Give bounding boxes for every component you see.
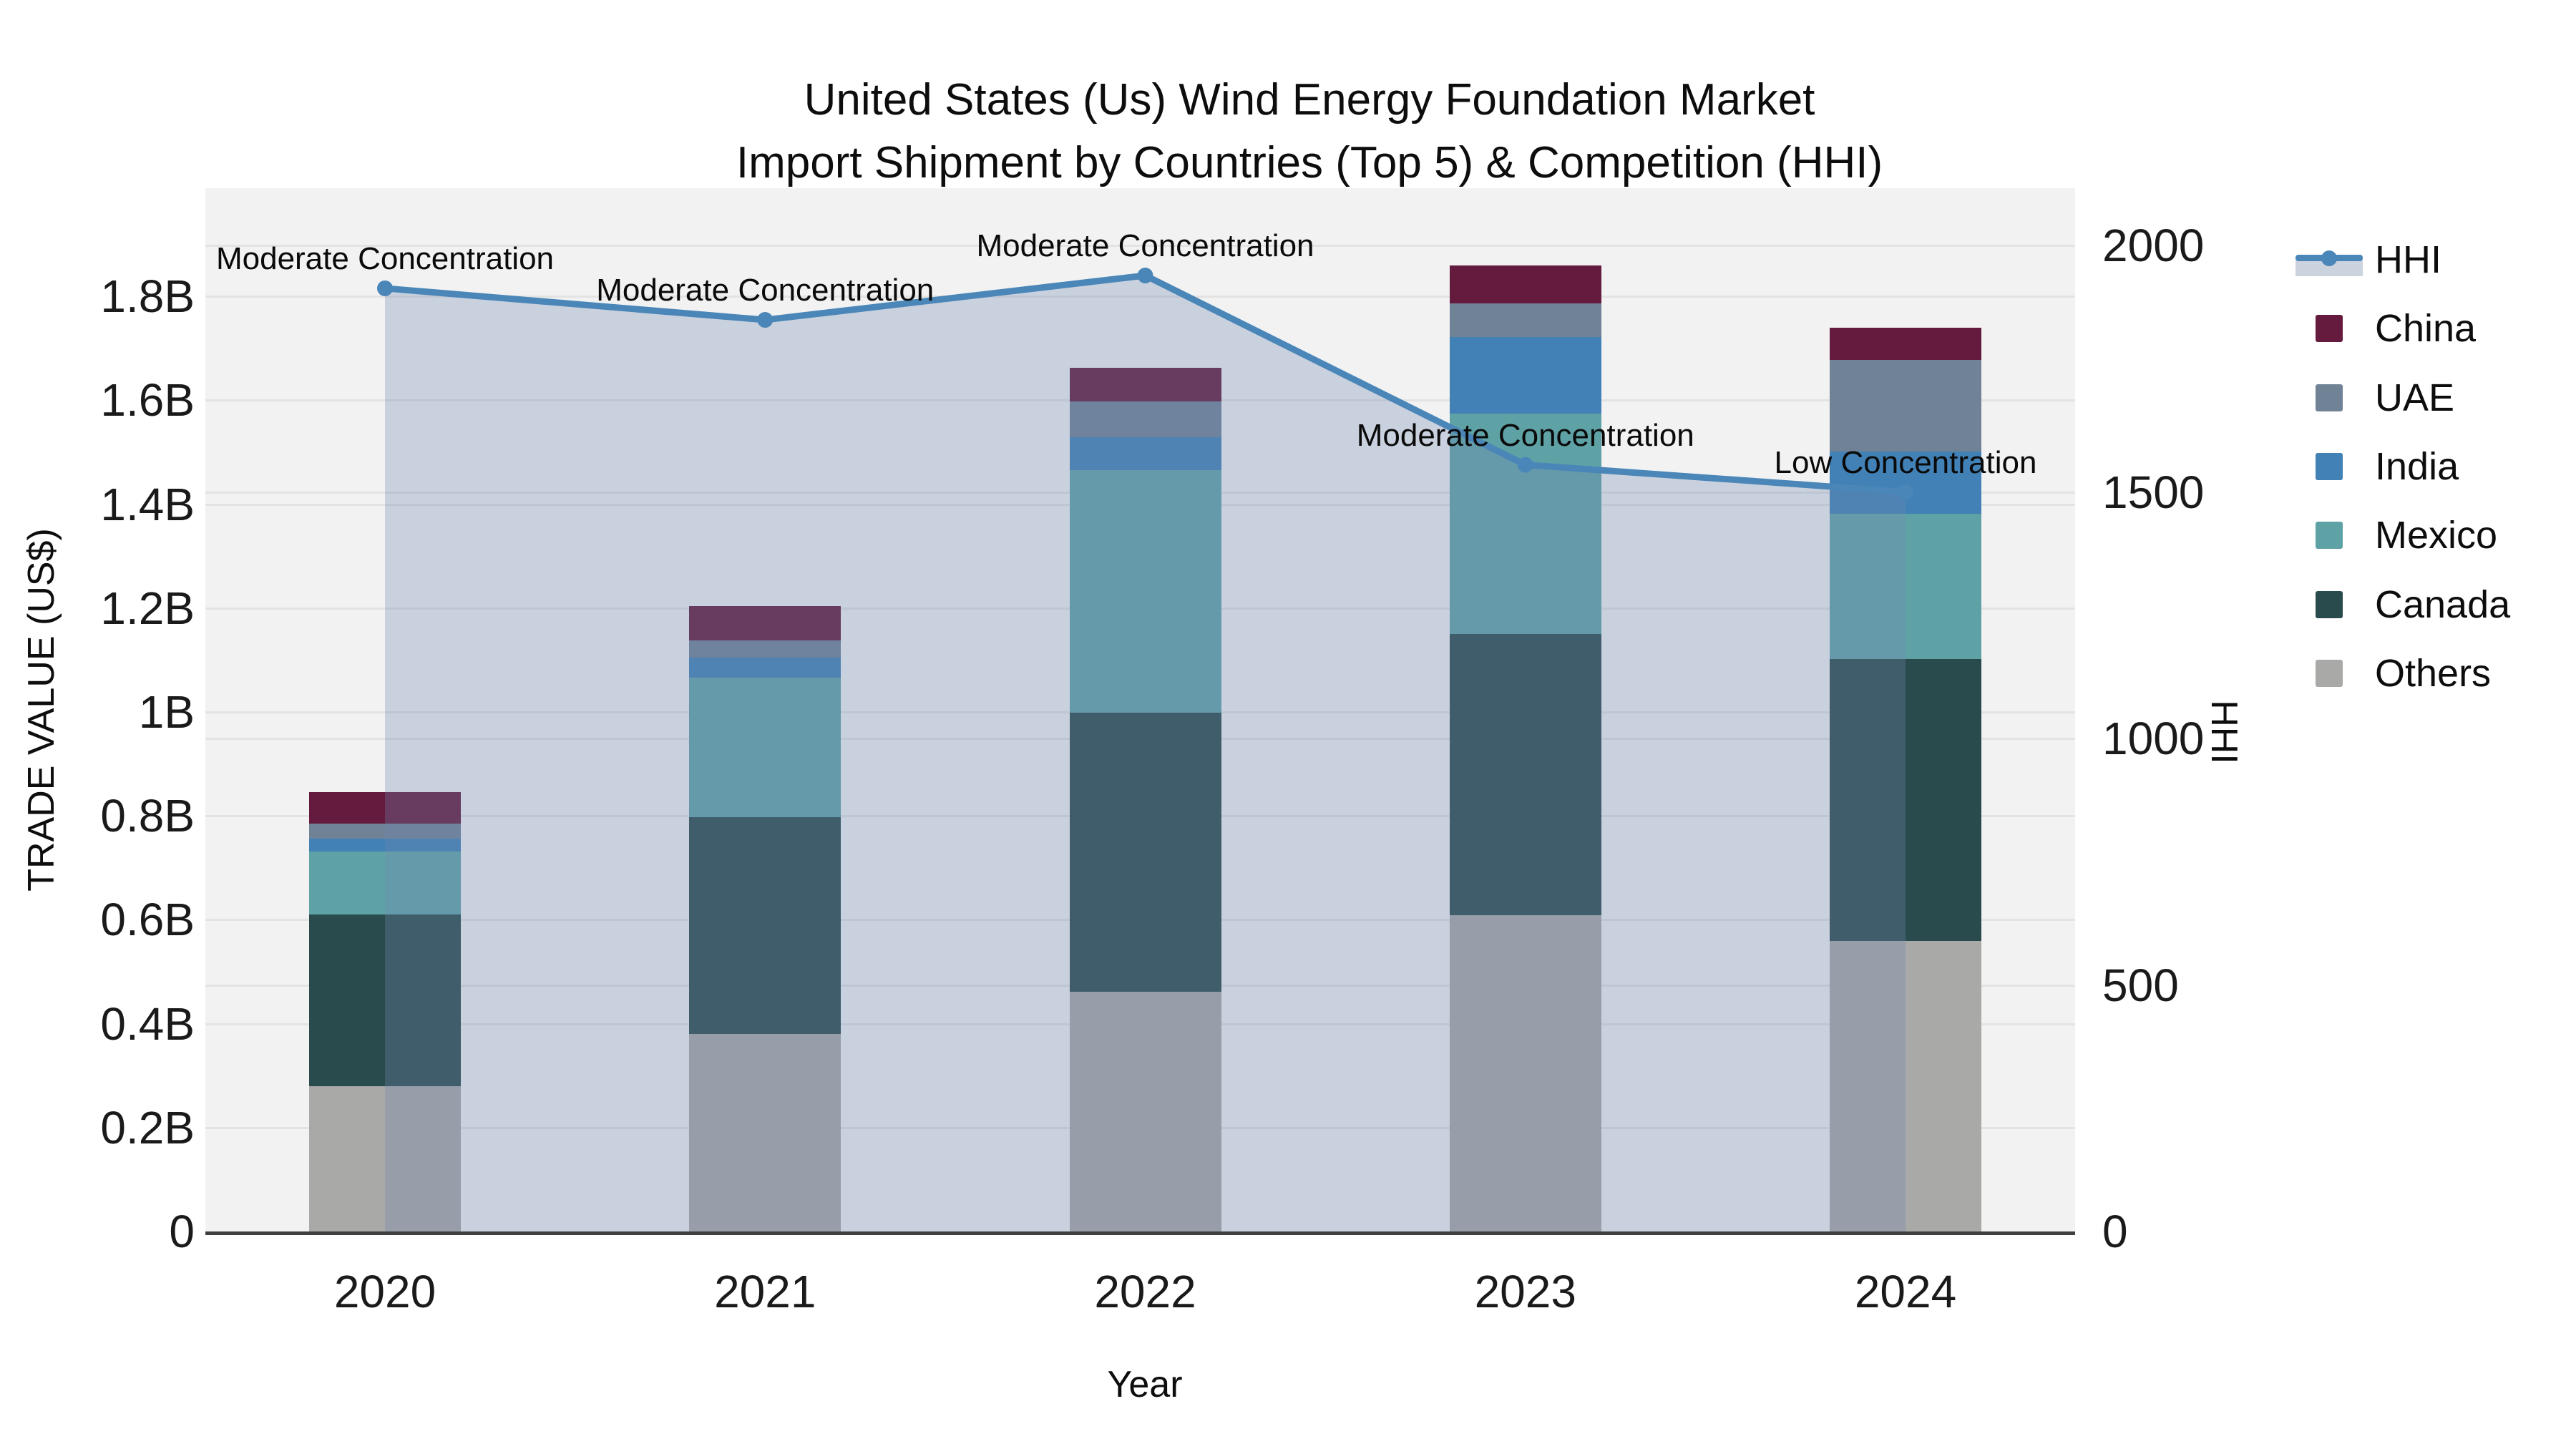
bar-segment-canada-2021[interactable] [689, 816, 841, 1035]
y-tick-right-1000: 1000 [2102, 713, 2205, 764]
bar-segment-others-2024[interactable] [1830, 941, 1981, 1231]
annotation-2022: Moderate Concentration [976, 228, 1314, 264]
legend-item-others[interactable]: Others [2293, 648, 2572, 698]
bar-segment-uae-2022[interactable] [1069, 401, 1221, 437]
bar-segment-others-2022[interactable] [1069, 992, 1221, 1231]
y-tick-left-0.2B: 0.2B [100, 1101, 195, 1153]
legend-label: UAE [2375, 376, 2455, 419]
legend-label: Others [2375, 651, 2492, 695]
y-tick-left-0.4B: 0.4B [100, 997, 195, 1050]
bar-segment-china-2024[interactable] [1830, 327, 1981, 360]
x-axis-title: Year [1107, 1364, 1183, 1405]
legend-swatch-india [2316, 452, 2343, 480]
bar-segment-canada-2022[interactable] [1069, 712, 1221, 992]
y-tick-left-0.6B: 0.6B [100, 894, 195, 946]
y-axis-title-left: TRADE VALUE (US$) [21, 528, 62, 892]
legend-swatch-others [2316, 659, 2343, 687]
y-tick-right-1500: 1500 [2102, 466, 2205, 518]
x-tick-2023: 2023 [1474, 1266, 1576, 1317]
legend-label: HHI [2375, 238, 2441, 281]
bar-segment-mexico-2022[interactable] [1069, 469, 1221, 713]
annotation-2023: Moderate Concentration [1356, 417, 1694, 453]
bar-segment-china-2022[interactable] [1069, 367, 1221, 401]
legend-swatch-china [2316, 315, 2343, 343]
y-tick-left-1.2B: 1.2B [100, 582, 195, 634]
bar-segment-mexico-2024[interactable] [1830, 514, 1981, 659]
y-tick-left-1.6B: 1.6B [100, 374, 195, 426]
annotation-2024: Low Concentration [1774, 444, 2037, 480]
bar-segment-uae-2021[interactable] [689, 640, 841, 658]
legend-item-hhi[interactable]: HHI [2293, 235, 2572, 285]
chart-title: United States (Us) Wind Energy Foundatio… [736, 69, 1883, 195]
legend-item-china[interactable]: China [2293, 303, 2572, 353]
legend-item-mexico[interactable]: Mexico [2293, 510, 2572, 560]
legend-item-canada[interactable]: Canada [2293, 580, 2572, 630]
x-tick-2021: 2021 [714, 1266, 816, 1317]
y-tick-left-0.8B: 0.8B [100, 790, 195, 842]
bar-segment-canada-2024[interactable] [1830, 658, 1981, 942]
y-tick-right-0: 0 [2102, 1206, 2128, 1257]
bar-segment-uae-2023[interactable] [1449, 303, 1601, 337]
legend-label: India [2375, 444, 2459, 488]
annotation-2021: Moderate Concentration [596, 273, 935, 308]
legend-item-india[interactable]: India [2293, 441, 2572, 492]
bar-segment-china-2021[interactable] [689, 605, 841, 640]
hhi-legend-symbol [2296, 245, 2363, 276]
bar-segment-canada-2023[interactable] [1449, 634, 1601, 915]
bar-segment-china-2023[interactable] [1449, 265, 1601, 304]
y-tick-left-0: 0 [169, 1206, 195, 1257]
hhi-legend-marker-dot [2321, 250, 2337, 266]
y-tick-left-1.8B: 1.8B [100, 270, 195, 323]
legend-label: Mexico [2375, 514, 2498, 557]
bar-segment-india-2021[interactable] [689, 657, 841, 678]
x-tick-2020: 2020 [333, 1266, 436, 1317]
y-tick-left-1B: 1B [138, 686, 195, 738]
y-tick-right-2000: 2000 [2102, 220, 2205, 271]
annotation-2020: Moderate Concentration [215, 240, 555, 276]
bar-segment-uae-2024[interactable] [1830, 359, 1981, 452]
legend-swatch-uae [2316, 384, 2343, 411]
bar-segment-canada-2020[interactable] [309, 914, 461, 1086]
bar-segment-uae-2020[interactable] [309, 824, 461, 839]
y-axis-title-right: HHI [2203, 700, 2245, 764]
gridline-left-1.8B [205, 296, 2075, 298]
bar-segment-others-2020[interactable] [309, 1085, 461, 1231]
bar-segment-india-2023[interactable] [1449, 336, 1601, 414]
bar-segment-mexico-2021[interactable] [689, 678, 841, 817]
legend-label: China [2375, 307, 2477, 351]
legend-item-uae[interactable]: UAE [2293, 373, 2572, 423]
gridline-right-2000 [205, 245, 2075, 247]
bar-segment-china-2020[interactable] [309, 791, 461, 824]
bar-segment-others-2021[interactable] [689, 1034, 841, 1231]
y-tick-right-500: 500 [2102, 959, 2179, 1011]
legend-label: Canada [2375, 582, 2511, 626]
x-axis-line [205, 1231, 2075, 1235]
y-tick-left-1.4B: 1.4B [100, 478, 195, 530]
x-tick-2024: 2024 [1854, 1266, 1957, 1317]
legend-swatch-mexico [2316, 522, 2343, 550]
bar-segment-others-2023[interactable] [1449, 914, 1601, 1231]
hhi-legend-area-swatch [2296, 260, 2363, 276]
bar-segment-india-2022[interactable] [1069, 436, 1221, 470]
bar-segment-india-2020[interactable] [309, 839, 461, 852]
chart-title-line2: Import Shipment by Countries (Top 5) & C… [736, 138, 1883, 187]
x-tick-2022: 2022 [1094, 1266, 1196, 1317]
bar-segment-mexico-2020[interactable] [309, 852, 461, 915]
chart-title-line1: United States (Us) Wind Energy Foundatio… [804, 75, 1815, 125]
legend-swatch-canada [2316, 590, 2343, 618]
